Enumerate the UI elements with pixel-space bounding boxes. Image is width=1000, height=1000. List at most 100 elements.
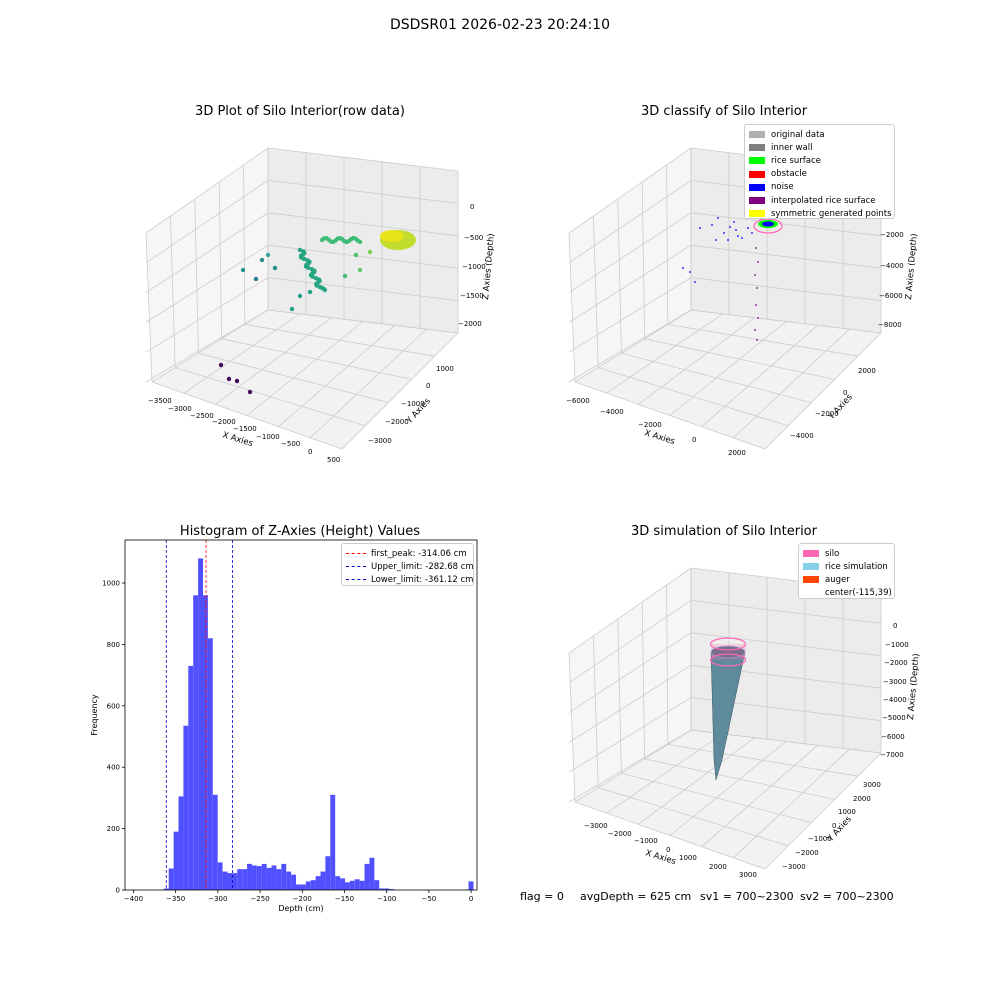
grid-line	[568, 212, 692, 293]
histogram-bar	[320, 871, 326, 890]
panel4-legend: silo rice simulation auger center(-115,3…	[798, 543, 895, 599]
grid-line	[568, 632, 692, 713]
grid-line	[194, 198, 199, 354]
legend-swatch	[749, 210, 765, 218]
footer-sv1: sv1 = 700~2300	[700, 890, 794, 903]
p4-xtick: −1000	[634, 837, 658, 845]
legend-label: noise	[771, 182, 794, 193]
silo-ring	[753, 218, 783, 234]
histogram-bar	[242, 869, 248, 890]
data-point	[272, 265, 278, 271]
histogram-bar	[247, 863, 252, 890]
interpolated-point	[757, 261, 759, 263]
grid-line	[701, 325, 818, 427]
data-point	[342, 273, 348, 279]
legend-label: original data	[771, 129, 825, 140]
grid-line	[278, 325, 395, 427]
p2-xtick: 2000	[728, 449, 746, 457]
footer-avg-depth: avgDepth = 625 cm	[580, 890, 692, 903]
interpolated-point	[756, 339, 758, 341]
pane-floor	[152, 310, 458, 449]
data-point	[265, 252, 271, 258]
legend-swatch	[803, 550, 819, 558]
legend-label: rice simulation	[825, 561, 888, 572]
p1-ztick: −500	[464, 234, 483, 242]
y-tick-label: 800	[107, 641, 120, 649]
noise-point	[699, 227, 701, 229]
pane-left	[146, 148, 268, 382]
p2-ztick: −8000	[878, 321, 902, 329]
grid-line	[244, 324, 435, 357]
p2-ytick: 0	[843, 389, 847, 397]
data-point	[310, 274, 315, 279]
legend-swatch	[749, 170, 765, 178]
grid-line	[593, 635, 599, 788]
histogram-bar	[359, 880, 365, 890]
grid-line	[145, 232, 153, 383]
p1-ztick: 0	[470, 203, 474, 211]
noise-point	[733, 221, 735, 223]
grid-line	[218, 181, 222, 339]
p2-xtick: −4000	[600, 408, 624, 416]
pane-floor	[575, 310, 881, 449]
p4-xtick: 1000	[679, 854, 697, 862]
legend-item: noise	[749, 181, 890, 194]
histogram-bar	[237, 869, 243, 890]
grid-line	[145, 180, 269, 264]
p1-xtick: −3500	[148, 397, 172, 405]
figure-title: DSDSR01 2026-02-23 20:24:10	[389, 17, 610, 33]
p1-ztick: −1500	[460, 292, 484, 300]
grid-line	[644, 758, 835, 800]
noise-point	[727, 239, 729, 241]
legend-item: rice simulation	[803, 560, 890, 573]
p1-xtick: −500	[281, 440, 300, 448]
noise-point	[717, 217, 719, 219]
p2-xtick: −6000	[566, 397, 590, 405]
grid-line	[568, 567, 692, 654]
data-point	[289, 306, 295, 312]
histogram-bar	[232, 873, 238, 890]
histogram-bar	[183, 725, 189, 890]
histogram-bar	[296, 884, 301, 890]
interpolated-point	[755, 304, 757, 306]
histogram-bar	[384, 888, 390, 890]
legend-swatch	[749, 144, 765, 152]
pane-left	[569, 568, 691, 802]
data-point	[317, 284, 323, 290]
p1-ytick: −3000	[368, 437, 392, 445]
grid-line	[669, 741, 787, 836]
grid-line	[246, 321, 364, 416]
grid-line	[568, 180, 692, 264]
silo-wall	[711, 644, 746, 660]
legend-item: first_peak: -314.06 cm	[346, 547, 469, 560]
legend-swatch	[803, 590, 819, 597]
data-point	[218, 362, 224, 368]
noise-cluster	[762, 221, 774, 227]
grid-line	[574, 801, 766, 870]
data-point	[234, 378, 240, 384]
grid-line	[666, 584, 669, 745]
histogram-bar	[291, 874, 297, 890]
histogram-bar	[222, 871, 228, 890]
grid-line	[310, 328, 427, 439]
histogram-bar	[305, 881, 311, 890]
grid-line	[606, 313, 723, 394]
p4-ylabel: Y Axies	[825, 814, 854, 845]
p4-ytick: 1000	[838, 808, 856, 816]
noise-point	[682, 267, 684, 269]
grid-line	[221, 338, 412, 380]
grid-line	[175, 367, 366, 427]
histogram-bar	[369, 857, 375, 890]
legend-line-swatch	[346, 553, 366, 555]
p4-ztick: −6000	[881, 733, 905, 741]
data-point	[357, 267, 363, 273]
interpolated-point	[754, 329, 756, 331]
legend-swatch	[749, 157, 765, 165]
p4-ytick: 0	[832, 822, 836, 830]
grid-line	[568, 664, 692, 743]
p2-xtick: 0	[692, 436, 696, 444]
grid-line	[617, 618, 622, 774]
p2-ztick: −6000	[879, 292, 903, 300]
